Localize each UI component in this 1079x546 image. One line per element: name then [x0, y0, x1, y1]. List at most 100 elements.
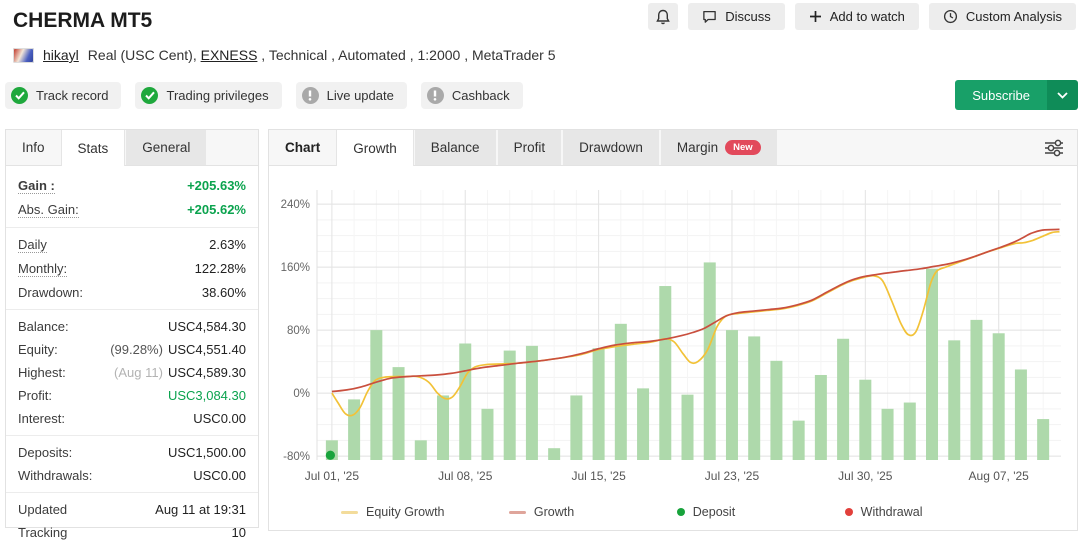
stat-row-balance: Balance: USC4,584.30 — [6, 315, 258, 338]
tab-margin[interactable]: Margin New — [660, 130, 777, 165]
tab-label: Growth — [353, 140, 397, 156]
x-axis-tick-label: Jul 08, '25 — [438, 469, 493, 483]
daily-gain-bar — [792, 420, 805, 460]
tab-label: Balance — [430, 140, 480, 155]
daily-gain-bar — [659, 286, 672, 460]
stat-value-text: USC4,584.30 — [167, 319, 246, 334]
tab-drawdown[interactable]: Drawdown — [563, 130, 659, 165]
stat-value: USC0.00 — [193, 411, 246, 426]
tab-profit[interactable]: Profit — [497, 130, 562, 165]
stat-row-gain: Gain : +205.63% — [6, 174, 258, 198]
daily-gain-bar — [814, 374, 827, 460]
stat-value-text: +205.62% — [187, 202, 246, 217]
stat-label: Profit: — [18, 388, 52, 403]
plus-icon — [809, 10, 822, 23]
y-axis-tick-label: 80% — [287, 325, 310, 337]
provider-row: hikayl Real (USC Cent), EXNESS , Technic… — [13, 47, 1079, 63]
stats-section: Deposits: USC1,500.00 Withdrawals: USC0.00 — [6, 435, 258, 492]
page-title: CHERMA MT5 — [13, 9, 153, 32]
daily-gain-bar — [503, 350, 516, 460]
account-suffix: , Technical , Automated , 1:2000 , MetaT… — [257, 47, 556, 63]
tab-label: Drawdown — [579, 140, 643, 155]
tab-info[interactable]: Info — [6, 130, 61, 165]
marker-deposit — [325, 450, 335, 460]
info-panel-tabs: Info Stats General — [6, 130, 258, 166]
badge-trading-privileges: Trading privileges — [135, 82, 282, 109]
daily-gain-bar — [570, 395, 583, 460]
dot-swatch — [844, 508, 853, 516]
tab-balance[interactable]: Balance — [414, 130, 496, 165]
daily-gain-bar — [881, 408, 894, 460]
stat-row-withdrawals: Withdrawals: USC0.00 — [6, 464, 258, 487]
stat-value: 38.60% — [202, 285, 246, 300]
stat-row-drawdown: Drawdown: 38.60% — [6, 281, 258, 304]
chart-tools — [1043, 130, 1077, 165]
sliders-icon[interactable] — [1043, 138, 1065, 158]
daily-gain-bar — [370, 330, 383, 460]
line-swatch — [341, 510, 358, 514]
subscribe-dropdown[interactable] — [1047, 80, 1078, 110]
stat-row-updated: Updated Aug 11 at 19:31 — [6, 498, 258, 521]
stat-value-text: USC0.00 — [193, 411, 246, 426]
stat-value: USC3,084.30 — [168, 388, 246, 403]
stat-row-abs-gain: Abs. Gain: +205.62% — [6, 198, 258, 222]
tab-label: Profit — [513, 140, 546, 155]
custom-analysis-button[interactable]: Custom Analysis — [928, 3, 1076, 30]
stat-value: USC1,500.00 — [168, 445, 246, 460]
stat-row-monthly: Monthly: 122.28% — [6, 257, 258, 281]
stat-label: Abs. Gain: — [18, 202, 79, 218]
stat-label: Interest: — [18, 411, 65, 426]
stat-label: Balance: — [18, 319, 69, 334]
daily-gain-bar — [481, 408, 494, 460]
add-to-watch-button[interactable]: Add to watch — [794, 3, 919, 30]
y-axis-tick-label: 0% — [293, 388, 310, 400]
header: CHERMA MT5 Discuss Add to watch — [0, 0, 1079, 34]
info-panel: Info Stats General Gain : +205.63% Abs. Gain… — [5, 129, 259, 540]
badge-label: Cashback — [451, 88, 510, 103]
stats-section: Balance: USC4,584.30 Equity: (99.28%) USC4,5… — [6, 309, 258, 435]
stat-value-prefix: (Aug 11) — [114, 365, 163, 380]
badge-label: Live update — [326, 88, 394, 103]
discuss-button[interactable]: Discuss — [688, 3, 785, 30]
stat-value: (99.28%) USC4,551.40 — [110, 342, 246, 357]
notifications-button[interactable] — [648, 3, 679, 30]
daily-gain-bar — [592, 348, 605, 460]
check-circle-icon — [141, 87, 159, 104]
stat-value-text: USC0.00 — [193, 468, 246, 483]
tab-chart[interactable]: Chart — [269, 130, 336, 165]
badge-label: Track record — [36, 88, 109, 103]
stat-value-text: USC4,589.30 — [167, 365, 246, 380]
broker-link[interactable]: EXNESS — [200, 47, 258, 63]
chart-body: 240% 160% 80% 0% -80% Jul 01, '25 Jul 08, '25 J… — [269, 166, 1077, 519]
stat-value-text: USC3,084.30 — [167, 388, 246, 403]
stat-value-text: USC1,500.00 — [167, 445, 246, 460]
legend-item-equity-growth: Equity Growth — [341, 505, 509, 519]
provider-link[interactable]: hikayl — [43, 47, 79, 63]
x-axis-tick-label: Jul 01, '25 — [305, 469, 360, 483]
daily-gain-bar — [992, 333, 1005, 460]
daily-gain-bar — [748, 336, 761, 460]
account-info: Real (USC Cent), EXNESS , Technical , Au… — [88, 47, 556, 63]
x-axis-tick-label: Aug 07, '25 — [969, 469, 1030, 483]
tab-general[interactable]: General — [126, 130, 207, 165]
dot-swatch — [676, 508, 685, 516]
stat-label: Equity: — [18, 342, 58, 357]
x-axis-tick-label: Jul 30, '25 — [838, 469, 893, 483]
chevron-down-icon — [1057, 86, 1068, 104]
tab-label: General — [142, 140, 191, 155]
provider-avatar — [13, 47, 34, 63]
stat-value: +205.62% — [187, 202, 246, 217]
chart-legend: Equity Growth Growth Deposit Withdrawal — [271, 493, 1071, 519]
stat-label: Drawdown: — [18, 285, 84, 300]
stat-value: 2.63% — [209, 237, 246, 252]
badge-cashback: Cashback — [420, 82, 523, 109]
daily-gain-bar — [459, 343, 472, 460]
stat-value-prefix: (99.28%) — [110, 342, 163, 357]
subscribe-button[interactable]: Subscribe — [955, 80, 1047, 110]
badge-live-update: Live update — [295, 82, 407, 109]
stat-value-text: 2.63% — [209, 237, 246, 252]
tab-stats[interactable]: Stats — [60, 130, 126, 166]
stat-value: Aug 11 at 19:31 — [155, 502, 246, 517]
tab-growth[interactable]: Growth — [336, 130, 414, 166]
stat-row-equity: Equity: (99.28%) USC4,551.40 — [6, 338, 258, 361]
